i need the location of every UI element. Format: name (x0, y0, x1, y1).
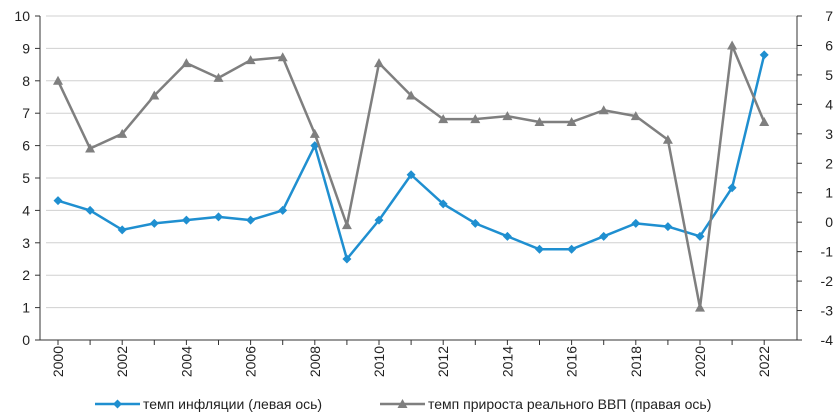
data-point (214, 212, 223, 222)
x-tick-label: 2018 (628, 346, 644, 377)
legend-item-inflation: темп инфляции (левая ось) (95, 396, 322, 412)
series-inflation (53, 50, 769, 264)
axes: 0 1 2 3 4 5 6 7 8 9 10 -4 -3 -2 -1 0 1 2 3 4 5 6 7 2000 2002 2004… (14, 8, 833, 377)
x-tick-label: 2016 (564, 346, 580, 377)
x-tick-label: 2008 (307, 346, 323, 377)
data-point (85, 205, 95, 215)
right-tick-label: 7 (825, 8, 833, 24)
legend-swatch-marker (113, 399, 122, 409)
data-point (181, 58, 192, 68)
legend: темп инфляции (левая ось) темп прироста р… (95, 396, 711, 412)
right-tick-label: 1 (825, 185, 833, 201)
x-tick-label: 2006 (243, 346, 259, 377)
data-point (695, 231, 705, 241)
legend-label: темп инфляции (левая ось) (143, 396, 322, 412)
data-point (662, 134, 673, 144)
data-point (53, 75, 63, 85)
data-point (374, 215, 384, 225)
data-point (53, 196, 63, 206)
data-point (663, 222, 673, 232)
data-point (245, 55, 256, 65)
data-point (534, 117, 545, 127)
data-point (502, 231, 512, 241)
right-tick-label: -2 (821, 273, 834, 289)
right-tick-label: 3 (825, 126, 833, 142)
data-point (727, 183, 737, 193)
right-tick-label: 0 (825, 214, 833, 230)
left-tick-label: 2 (22, 267, 30, 283)
left-tick-label: 7 (22, 105, 30, 121)
data-point (277, 52, 288, 62)
left-tick-label: 6 (22, 138, 30, 154)
data-point (727, 40, 738, 50)
x-tick-label: 2012 (435, 346, 451, 377)
data-point (566, 117, 577, 127)
data-point (630, 111, 641, 121)
left-tick-label: 4 (22, 202, 30, 218)
data-point (631, 218, 641, 228)
left-tick-label: 8 (22, 73, 30, 89)
right-tick-label: 6 (825, 37, 833, 53)
data-point (342, 254, 352, 264)
data-point (309, 128, 320, 138)
data-point (181, 215, 191, 225)
legend-swatch-marker (397, 399, 408, 408)
data-point (567, 244, 577, 254)
data-point (149, 218, 159, 228)
data-point (759, 117, 770, 127)
data-point (598, 105, 609, 115)
data-point (341, 220, 352, 230)
x-tick-label: 2010 (371, 346, 387, 377)
x-tick-label: 2022 (756, 346, 772, 377)
legend-label: темп прироста реального ВВП (правая ось) (428, 396, 711, 412)
series-gdp-growth (53, 40, 770, 312)
right-tick-label: -3 (821, 303, 834, 319)
data-point (502, 111, 513, 121)
data-point (470, 218, 480, 228)
x-tick-label: 2004 (178, 346, 194, 377)
x-tick-label: 2002 (114, 346, 130, 377)
left-tick-label: 1 (22, 300, 30, 316)
data-point (470, 114, 481, 124)
x-tick-label: 2020 (692, 346, 708, 377)
left-tick-label: 0 (22, 332, 30, 348)
data-point (695, 302, 705, 312)
data-point (278, 205, 288, 215)
left-tick-label: 3 (22, 235, 30, 251)
right-tick-label: 2 (825, 155, 833, 171)
data-point (438, 114, 449, 124)
data-point (246, 215, 256, 225)
data-point (535, 244, 544, 254)
right-tick-label: -1 (821, 244, 834, 260)
data-point (85, 143, 96, 153)
left-tick-label: 9 (22, 40, 30, 56)
left-tick-label: 5 (22, 170, 30, 186)
series (53, 40, 770, 312)
data-point (759, 50, 769, 60)
data-point (599, 231, 609, 241)
gridlines (46, 15, 797, 309)
x-tick-label: 2014 (499, 346, 515, 377)
data-point (374, 58, 384, 68)
legend-item-gdp-growth: темп прироста реального ВВП (правая ось) (380, 396, 711, 412)
left-tick-label: 10 (14, 8, 30, 24)
x-tick-label: 2000 (50, 346, 66, 377)
right-tick-label: 4 (825, 96, 833, 112)
right-tick-label: 5 (825, 67, 833, 83)
data-point (213, 72, 224, 82)
data-point (117, 225, 127, 235)
data-point (149, 90, 160, 100)
data-point (117, 128, 128, 138)
data-point (438, 199, 448, 209)
data-point (406, 90, 417, 100)
data-point (406, 170, 416, 180)
right-tick-label: -4 (821, 332, 834, 348)
